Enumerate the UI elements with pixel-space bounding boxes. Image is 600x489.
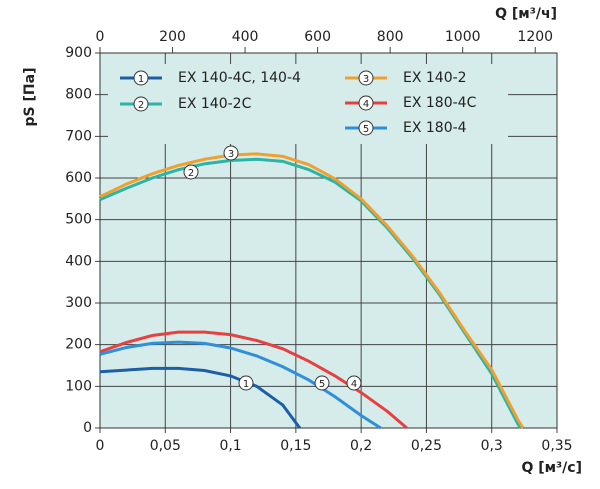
curve-marker: 2 xyxy=(188,168,194,179)
x-tick-label: 0,3 xyxy=(481,438,503,454)
x-tick-label: 0,15 xyxy=(280,438,311,454)
y-tick-label: 900 xyxy=(65,45,92,61)
curve-marker-circle xyxy=(223,145,239,161)
series-line xyxy=(99,330,408,430)
legend-marker: 3 xyxy=(363,74,369,85)
x2-tick-label: 600 xyxy=(304,29,331,45)
curve-marker-circle xyxy=(183,164,199,180)
x-tick-label: 0,35 xyxy=(541,438,572,454)
x2-tick-label: 1000 xyxy=(445,29,481,45)
legend-marker: 4 xyxy=(363,99,369,110)
legend-label: EX 140-4C, 140-4 xyxy=(178,70,301,86)
plot-frame xyxy=(99,52,558,429)
x2-tick-label: 0 xyxy=(96,29,105,45)
y-tick-label: 500 xyxy=(65,212,92,228)
curve-marker: 3 xyxy=(228,149,234,160)
legend-marker-circle xyxy=(133,70,149,86)
curve-marker-circle xyxy=(346,375,362,391)
curve-marker-circle xyxy=(314,375,330,391)
series-line xyxy=(99,340,382,430)
y-tick-label: 600 xyxy=(65,170,92,186)
legend-marker-circle xyxy=(133,96,149,112)
y-tick-label: 700 xyxy=(65,128,92,144)
x-tick-label: 0,25 xyxy=(411,438,442,454)
x2-tick-label: 400 xyxy=(232,29,259,45)
y-tick-label: 0 xyxy=(83,420,92,436)
y-axis-label: pS [Па] xyxy=(22,68,38,127)
legend-label: EX 180-4 xyxy=(403,120,467,136)
x-tick-label: 0,2 xyxy=(350,438,372,454)
x2-tick-label: 200 xyxy=(159,29,186,45)
legend-label: EX 140-2 xyxy=(403,70,467,86)
curve-marker: 1 xyxy=(243,379,249,390)
legend-marker-circle xyxy=(358,95,374,111)
y-tick-label: 100 xyxy=(65,378,92,394)
legend-marker: 5 xyxy=(363,124,369,135)
y-tick-label: 800 xyxy=(65,87,92,103)
series-line xyxy=(99,152,525,429)
curve-marker-circle xyxy=(238,375,254,391)
x2-tick-label: 800 xyxy=(377,29,404,45)
y-tick-label: 400 xyxy=(65,253,92,269)
x2-axis-label: Q [м³/ч] xyxy=(495,6,557,22)
curve-marker: 5 xyxy=(319,379,325,390)
legend-marker-circle xyxy=(358,70,374,86)
y-tick-label: 300 xyxy=(65,295,92,311)
x-tick-label: 0 xyxy=(96,438,105,454)
legend-label: EX 140-2C xyxy=(178,96,252,112)
legend-marker: 1 xyxy=(138,74,144,85)
legend-marker-circle xyxy=(358,120,374,136)
x-tick-label: 0,05 xyxy=(150,438,181,454)
y-tick-label: 200 xyxy=(65,337,92,353)
x-tick-label: 0,1 xyxy=(219,438,241,454)
x-axis-label: Q [м³/с] xyxy=(521,460,582,476)
series-line xyxy=(99,366,301,429)
legend-label: EX 180-4C xyxy=(403,95,477,111)
legend-box xyxy=(108,64,508,144)
x2-tick-label: 1200 xyxy=(517,29,553,45)
curve-marker: 4 xyxy=(351,379,357,390)
legend-marker: 2 xyxy=(138,100,144,111)
